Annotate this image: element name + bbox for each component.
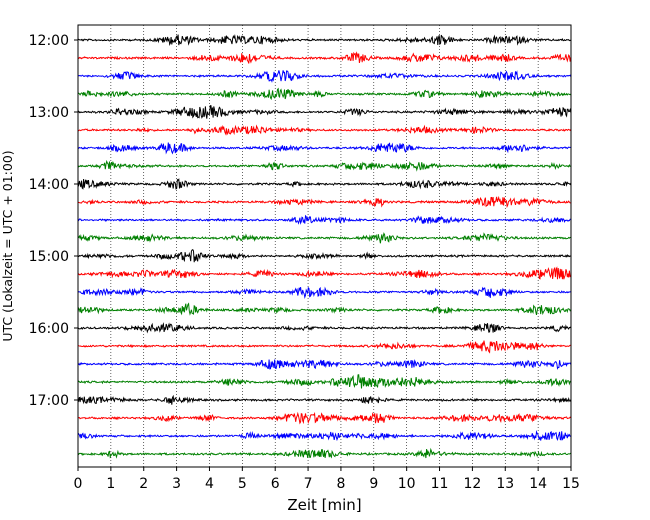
trace-1215 <box>77 51 572 64</box>
trace-1445 <box>77 232 571 244</box>
trace-1230 <box>77 70 572 83</box>
x-tick-label: 6 <box>271 476 280 492</box>
seismic-traces <box>77 33 572 459</box>
trace-1515 <box>77 266 572 280</box>
trace-1530 <box>77 286 571 300</box>
trace-1630 <box>77 359 572 370</box>
y-axis-label: UTC (Lokalzeit = UTC + 01:00) <box>0 150 15 341</box>
trace-1645 <box>77 374 572 389</box>
x-tick-label: 11 <box>431 476 449 492</box>
trace-1500 <box>77 249 571 263</box>
trace-1615 <box>77 340 571 354</box>
trace-1545 <box>77 302 572 316</box>
x-tick-label: 5 <box>238 476 247 492</box>
trace-1415 <box>77 195 571 209</box>
y-tick-label: 14:00 <box>29 177 69 193</box>
x-tick-label: 3 <box>172 476 181 492</box>
y-axis-ticks: 12:00 13:00 14:00 15:00 16:00 17:00 <box>29 33 78 409</box>
x-tick-label: 10 <box>398 476 416 492</box>
x-tick-label: 9 <box>369 476 378 492</box>
x-tick-label: 15 <box>562 476 580 492</box>
trace-1245 <box>77 87 572 101</box>
trace-1600 <box>77 322 572 334</box>
x-axis-label: Zeit [min] <box>287 496 361 514</box>
x-tick-label: 14 <box>529 476 547 492</box>
y-tick-label: 13:00 <box>29 105 69 121</box>
trace-1745 <box>77 447 572 459</box>
trace-1345 <box>77 159 571 172</box>
x-tick-label: 12 <box>463 476 481 492</box>
trace-1700 <box>77 394 572 405</box>
plot-frame <box>77 24 572 468</box>
y-tick-label: 15:00 <box>29 249 69 265</box>
trace-1200 <box>77 33 572 46</box>
trace-1330 <box>77 142 571 155</box>
trace-1430 <box>77 214 571 225</box>
x-tick-label: 8 <box>336 476 345 492</box>
x-tick-label: 1 <box>106 476 115 492</box>
x-tick-label: 4 <box>205 476 214 492</box>
y-tick-label: 12:00 <box>29 33 69 49</box>
x-tick-label: 7 <box>304 476 313 492</box>
x-tick-label: 0 <box>74 476 83 492</box>
trace-1715 <box>77 411 572 425</box>
x-tick-label: 13 <box>496 476 514 492</box>
trace-1400 <box>77 178 572 190</box>
y-tick-label: 16:00 <box>29 321 69 337</box>
trace-1315 <box>77 124 572 136</box>
x-axis-ticks: 0 1 2 3 4 5 6 7 8 9 10 11 12 13 14 15 <box>74 467 580 492</box>
trace-1300 <box>77 105 572 119</box>
trace-1730 <box>77 429 571 442</box>
x-tick-label: 2 <box>139 476 148 492</box>
y-tick-label: 17:00 <box>29 393 69 409</box>
